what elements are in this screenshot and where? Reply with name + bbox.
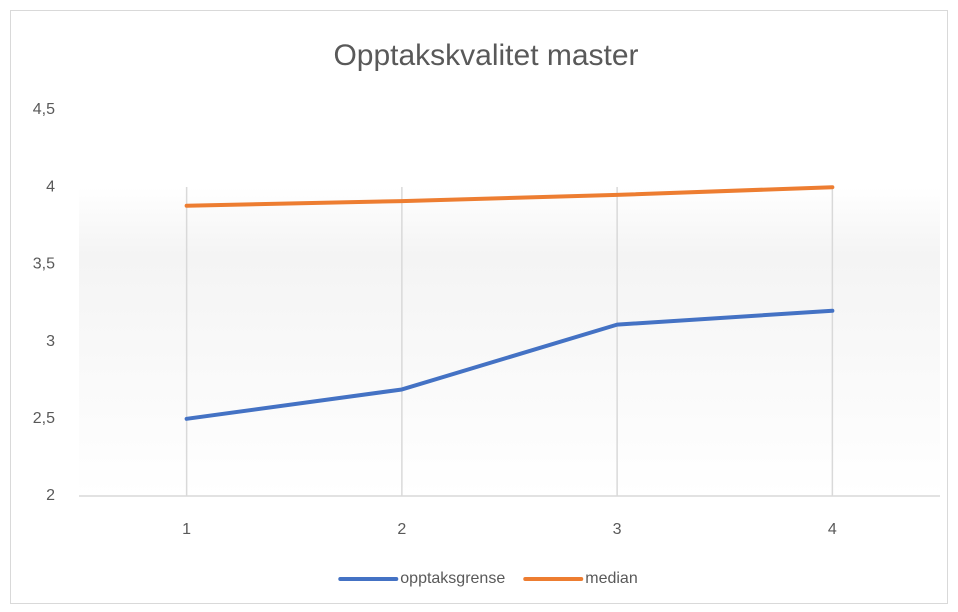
x-tick-label: 3 [613, 521, 622, 538]
y-tick-label: 3 [46, 333, 55, 350]
y-tick-label: 3,5 [33, 256, 55, 273]
x-tick-label: 4 [828, 521, 837, 538]
y-tick-label: 4,5 [33, 101, 55, 118]
plot-background [79, 187, 940, 496]
x-tick-label: 1 [182, 521, 191, 538]
series-line [184, 185, 835, 208]
series-line [184, 308, 835, 421]
x-tick-label: 2 [397, 521, 406, 538]
y-tick-label: 2,5 [33, 410, 55, 427]
legend-label: median [585, 570, 637, 587]
y-tick-label: 2 [46, 487, 55, 504]
chart-title: Opptakskvalitet master [333, 39, 638, 72]
legend-label: opptaksgrense [400, 570, 505, 587]
y-tick-label: 4 [46, 178, 55, 195]
